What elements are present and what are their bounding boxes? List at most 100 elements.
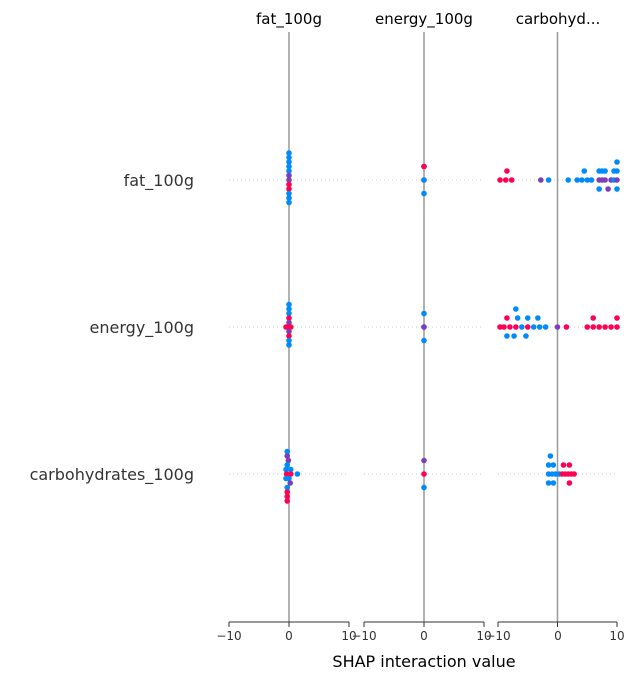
data-point [519,324,525,330]
column-title: fat_100g [256,10,322,29]
data-point [286,342,292,348]
data-point [547,453,554,459]
data-point [497,177,503,183]
data-point [284,498,291,504]
data-point [286,163,292,170]
data-point [286,301,292,308]
data-point [504,315,510,321]
scatter-points [283,150,620,504]
data-point [286,319,292,326]
data-point [596,186,602,192]
data-point [614,186,620,192]
data-point [286,337,292,344]
data-point [584,324,591,330]
data-point [574,177,580,183]
data-point [508,177,515,183]
data-point [284,448,291,455]
data-point [511,333,517,339]
data-point [421,484,427,491]
data-point [608,324,614,330]
data-point [507,324,513,330]
data-point [524,324,531,330]
data-point [284,493,291,500]
data-point [538,177,544,183]
column-title: carbohyd... [516,10,601,28]
tick-label: 10 [341,629,356,643]
data-point [614,315,620,321]
data-point [530,324,537,330]
data-point [590,324,596,330]
data-point [550,462,557,468]
data-point [550,480,557,486]
data-point [284,489,291,495]
data-point [421,310,427,317]
data-point [421,177,427,183]
data-point [285,457,292,464]
data-point [286,306,292,312]
data-point [602,168,608,174]
data-point [502,177,509,183]
data-point [288,324,294,330]
data-point [579,177,585,183]
data-point [545,177,552,183]
data-point [288,466,294,473]
data-point [614,159,620,165]
data-point [421,337,427,344]
data-point [566,462,573,468]
data-point [286,186,292,192]
data-point [421,190,427,197]
data-point [504,333,510,339]
data-point [497,324,503,330]
data-point [596,324,602,330]
data-point [504,168,510,174]
data-point [524,315,531,321]
tick-label: 10 [476,629,491,643]
data-point [284,462,291,468]
data-point [284,453,291,459]
x-axis-label: SHAP interaction value [332,652,515,671]
data-point [421,324,427,330]
data-point [283,466,289,473]
data-point [535,315,541,321]
data-point [614,168,620,174]
data-point [286,195,292,201]
data-point [514,315,521,321]
data-point [602,177,608,183]
data-point [286,475,292,482]
data-point [286,177,292,183]
data-point [284,484,291,491]
data-point [288,471,294,477]
tick-label: 0 [554,629,562,643]
x-axes [228,621,618,627]
tick-label: −10 [485,629,510,643]
data-point [421,163,427,170]
data-point [584,177,591,183]
data-point [286,333,292,339]
data-point [545,462,552,468]
tick-label: 10 [609,629,624,643]
data-point [565,177,572,183]
tick-label: 0 [285,629,293,643]
data-point [286,154,292,161]
column-title: energy_100g [375,10,473,29]
data-point [286,328,292,335]
data-point [286,172,292,179]
data-point [554,324,561,330]
data-point [545,480,552,486]
data-point [286,159,292,165]
data-point [536,324,543,330]
data-point [513,324,519,330]
row-label: carbohydrates_100g [30,465,194,485]
data-point [286,150,292,156]
row-label: fat_100g [124,171,194,191]
data-point [590,315,596,321]
data-point [286,199,292,206]
data-point [588,177,595,183]
data-point [605,186,611,192]
data-point [542,324,549,330]
data-point [286,168,292,174]
data-point [581,168,588,174]
tick-label: −10 [216,629,241,643]
data-point [286,190,292,197]
